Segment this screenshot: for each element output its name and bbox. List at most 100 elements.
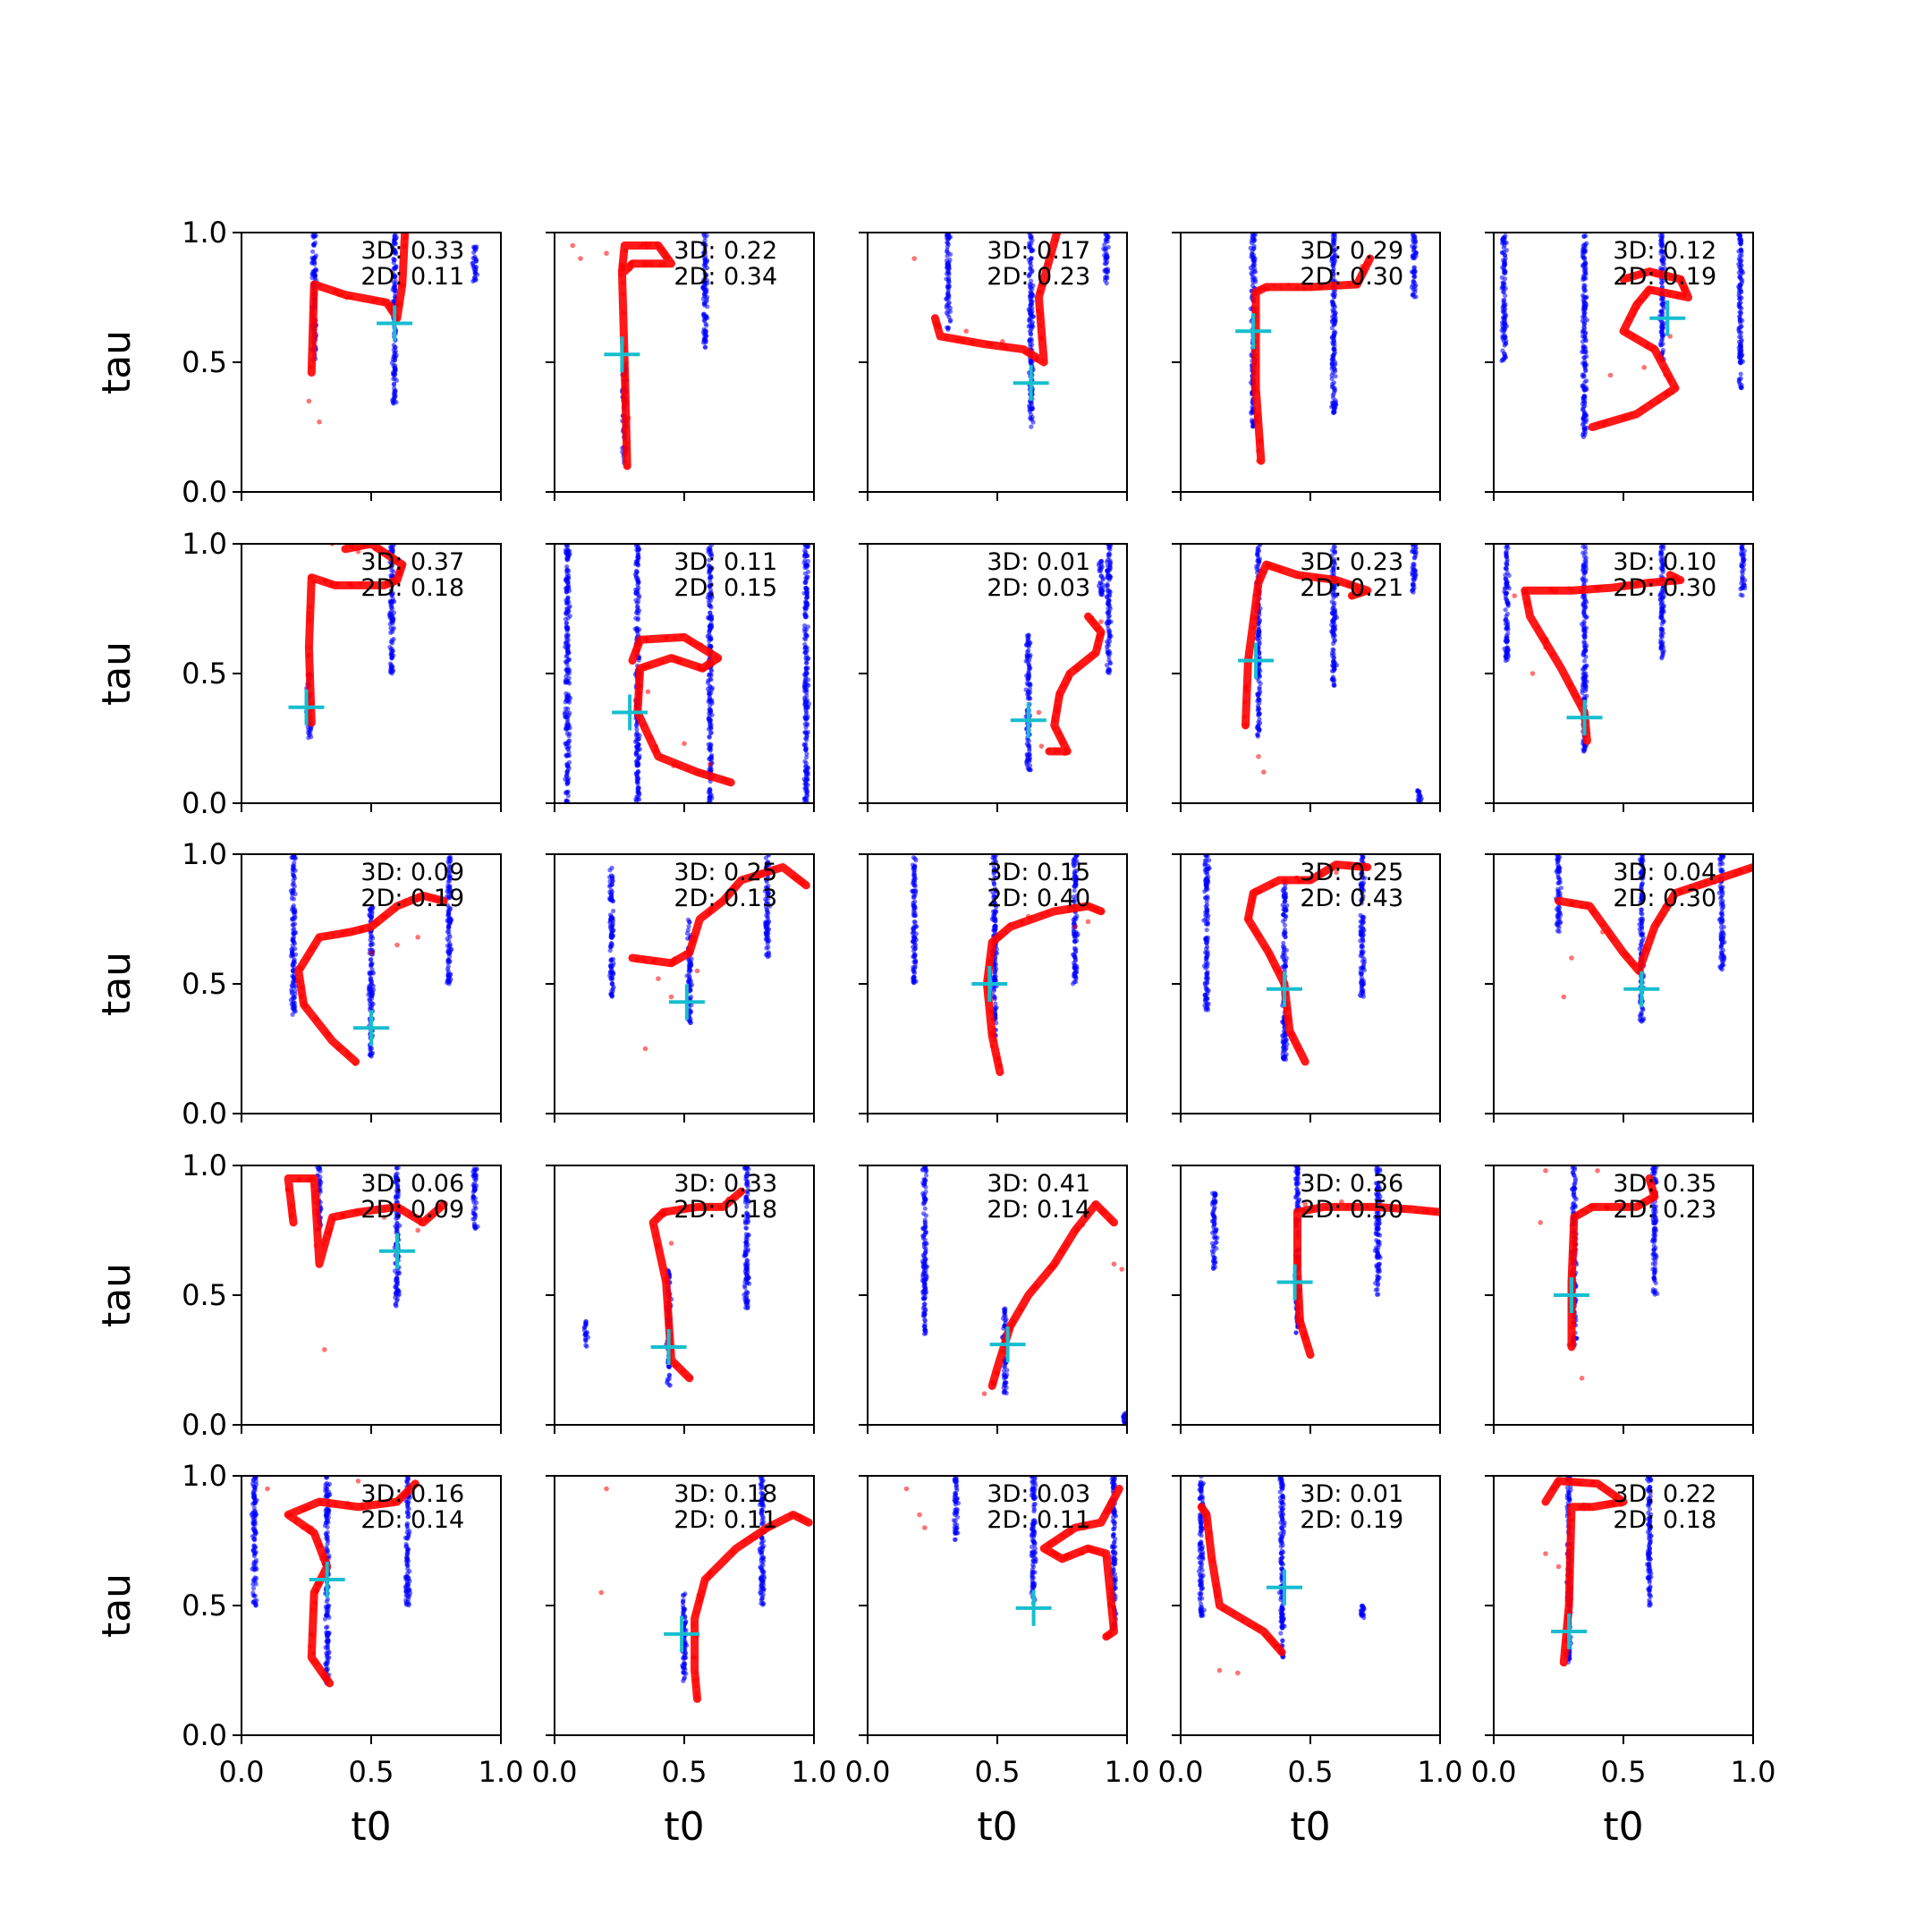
blue-point	[1506, 586, 1512, 591]
true-value-marker	[1010, 702, 1046, 739]
red-point	[1038, 323, 1043, 328]
blue-point	[945, 234, 951, 240]
red-point	[1544, 639, 1549, 644]
blue-point	[1737, 377, 1742, 383]
blue-point	[1330, 677, 1336, 682]
red-point	[323, 578, 328, 584]
blue-point	[1580, 401, 1585, 406]
blue-point	[801, 796, 808, 801]
blue-point	[1331, 682, 1337, 688]
blue-point	[564, 798, 569, 803]
blue-point	[1100, 575, 1106, 581]
blue-point	[945, 325, 950, 330]
blue-point-column	[1735, 233, 1746, 391]
blue-point	[564, 640, 571, 646]
blue-point	[635, 794, 640, 800]
red-point	[1314, 573, 1319, 580]
blue-point	[1504, 625, 1510, 631]
blue-point	[607, 878, 613, 885]
red-point	[1578, 589, 1583, 594]
blue-point	[1103, 269, 1108, 275]
blue-point	[1028, 306, 1033, 311]
blue-point	[802, 677, 808, 683]
red-point	[625, 463, 631, 469]
blue-point	[1330, 292, 1335, 298]
blue-point	[1660, 640, 1665, 646]
annotation-3d: 3D: 0.37	[360, 548, 464, 576]
blue-point	[563, 706, 569, 711]
blue-point	[1581, 303, 1587, 309]
annotation-3d: 3D: 0.01	[987, 548, 1090, 576]
blue-point	[291, 909, 296, 914]
blue-point-column	[288, 854, 299, 1017]
red-point	[1656, 399, 1661, 404]
blue-point	[803, 674, 809, 679]
blue-point	[1253, 279, 1258, 284]
red-point	[653, 744, 659, 750]
red-point	[604, 250, 609, 257]
blue-point	[636, 789, 641, 794]
blue-point-column	[1096, 558, 1106, 597]
blue-point	[289, 950, 295, 955]
blue-point	[1736, 327, 1741, 334]
blue-point	[564, 731, 570, 736]
blue-point	[1580, 576, 1585, 582]
blue-point	[635, 553, 641, 558]
red-point	[1525, 598, 1530, 604]
plot-area	[1502, 544, 1748, 754]
blue-point	[1501, 357, 1506, 362]
blue-point	[708, 708, 714, 714]
red-point	[1038, 282, 1044, 287]
blue-point	[1331, 242, 1337, 248]
red-point	[706, 648, 711, 654]
blue-point	[635, 631, 640, 637]
red-point	[1656, 580, 1661, 585]
blue-point	[1330, 659, 1336, 665]
blue-point	[1580, 690, 1585, 696]
blue-point	[1256, 711, 1261, 717]
blue-point	[1581, 658, 1588, 664]
blue-point	[1737, 233, 1742, 238]
blue-point	[1255, 546, 1260, 552]
blue-point	[1660, 652, 1665, 657]
red-point	[1096, 638, 1101, 643]
blue-point	[1583, 648, 1589, 654]
blue-point	[1581, 671, 1587, 676]
red-point	[636, 694, 642, 700]
blue-point	[608, 928, 614, 933]
red-point	[360, 544, 366, 549]
blue-point	[1029, 424, 1034, 429]
blue-point	[702, 275, 708, 281]
blue-point	[566, 698, 572, 703]
plot-area	[288, 544, 407, 741]
blue-point	[1410, 587, 1415, 593]
blue-point	[804, 653, 809, 658]
blue-point	[1333, 400, 1338, 405]
blue-point	[702, 258, 708, 264]
blue-point	[567, 614, 572, 619]
red-point	[701, 770, 707, 775]
blue-point	[1658, 242, 1664, 247]
red-point	[1624, 275, 1630, 281]
blue-point	[635, 582, 640, 588]
red-point	[1253, 389, 1258, 394]
blue-point	[1256, 723, 1261, 728]
red-point	[1258, 573, 1264, 579]
red-point	[401, 901, 406, 906]
red-scatter	[1252, 261, 1369, 463]
blue-point	[1415, 797, 1420, 802]
blue-point	[564, 773, 570, 778]
red-point	[1578, 702, 1583, 708]
red-point	[659, 247, 665, 252]
blue-point	[1583, 605, 1589, 610]
blue-point	[707, 692, 712, 698]
annotation-3d: 3D: 0.22	[674, 237, 777, 265]
blue-point	[1258, 681, 1263, 686]
blue-point	[1738, 275, 1743, 280]
blue-point	[707, 696, 712, 702]
red-point	[337, 1045, 343, 1051]
blue-point	[1583, 664, 1589, 669]
blue-point	[1413, 547, 1419, 552]
red-point	[1601, 422, 1606, 428]
